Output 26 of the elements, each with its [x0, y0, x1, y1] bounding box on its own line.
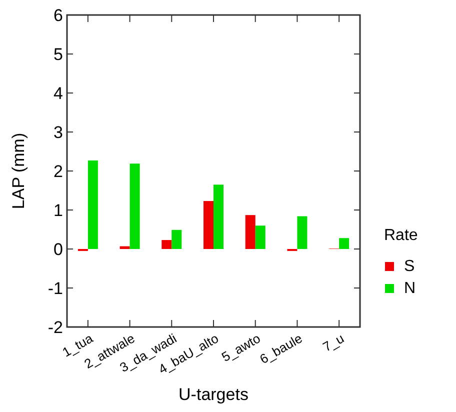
- y-tick-label: 2: [54, 162, 63, 181]
- y-tick-label: -2: [48, 318, 63, 337]
- bar: [172, 230, 182, 249]
- legend-label: S: [404, 258, 415, 275]
- y-axis-title: LAP (mm): [9, 132, 28, 210]
- bar: [130, 164, 140, 249]
- bar: [297, 216, 308, 249]
- legend-label: N: [404, 280, 416, 297]
- bar: [339, 238, 350, 249]
- y-tick-label: 5: [54, 44, 63, 64]
- bar: [214, 184, 224, 249]
- bar: [120, 246, 130, 249]
- y-tick-label: 1: [54, 200, 63, 220]
- x-tick-label: 7_u: [320, 330, 347, 354]
- y-tick-label: 4: [54, 84, 63, 103]
- bar: [245, 215, 256, 249]
- bar: [162, 240, 172, 249]
- x-axis-title: U-targets: [178, 385, 248, 404]
- y-tick-label: 0: [54, 240, 63, 259]
- bar: [204, 201, 214, 249]
- bar: [255, 226, 266, 249]
- y-tick-label: -1: [48, 278, 63, 298]
- y-tick-label: 6: [54, 6, 63, 25]
- y-tick-label: 3: [54, 122, 63, 142]
- bar: [88, 160, 98, 249]
- legend-title: Rate: [384, 227, 418, 244]
